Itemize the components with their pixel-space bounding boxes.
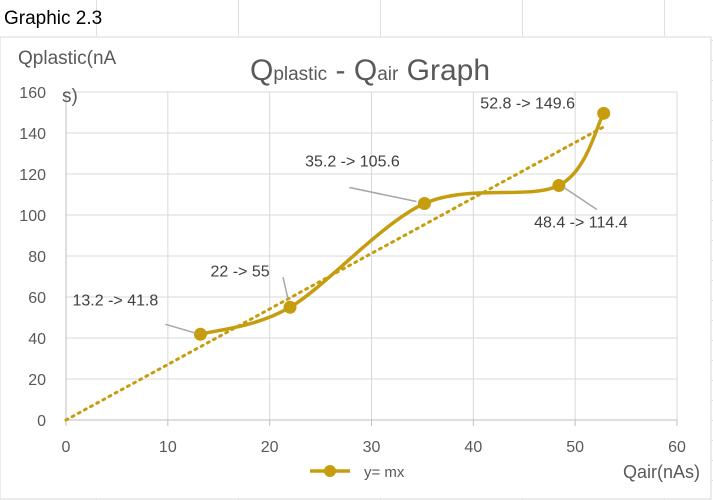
trendline-layer <box>64 125 606 422</box>
y-tick-label: 60 <box>28 290 46 307</box>
data-label: 35.2 -> 105.6 <box>305 154 400 171</box>
legend-marker-swatch <box>324 465 336 477</box>
annotation-layer: 13.2 -> 41.8 22 -> 55 35.2 -> 105.6 48.4 ->… <box>72 95 628 335</box>
y-tick-label: 120 <box>19 167 46 184</box>
x-tick-label: 30 <box>363 439 381 456</box>
legend-label: y= mx <box>364 464 405 481</box>
y-axis-label-line-2: s) <box>62 86 78 107</box>
y-tick-label: 20 <box>28 372 46 389</box>
chart-axes: 0 20 40 60 80 100 120 140 160 0 10 20 30 40 50 60 <box>19 85 686 456</box>
chart-area <box>0 36 712 500</box>
annotation-leader <box>349 186 417 203</box>
y-axis-label-line-1: Qplastic(nA <box>18 48 117 69</box>
trendline <box>64 125 606 422</box>
legend[interactable]: y= mx <box>310 464 405 481</box>
data-point[interactable] <box>417 197 431 211</box>
data-label: 22 -> 55 <box>210 263 269 280</box>
data-point[interactable] <box>283 300 297 314</box>
data-label: 13.2 -> 41.8 <box>72 292 158 309</box>
y-tick-label: 40 <box>28 331 46 348</box>
series-layer <box>193 106 611 341</box>
data-point[interactable] <box>193 327 207 341</box>
y-tick-label: 0 <box>37 413 46 430</box>
data-point[interactable] <box>552 178 566 192</box>
y-tick-label: 140 <box>19 126 46 143</box>
x-tick-label: 20 <box>261 439 279 456</box>
data-point[interactable] <box>597 106 611 120</box>
annotation-leader <box>165 323 197 335</box>
y-tick-label: 160 <box>19 85 46 102</box>
chart-title: Qplastic - Qair Graph <box>250 54 490 87</box>
x-axis-label: Qair(nAs) <box>623 462 700 482</box>
sheet-caption: Graphic 2.3 <box>4 8 103 29</box>
annotation-leader <box>563 186 598 211</box>
chart-gridlines <box>66 91 678 420</box>
data-label: 48.4 -> 114.4 <box>534 214 628 231</box>
x-tick-label: 60 <box>668 439 686 456</box>
x-tick-label: 50 <box>566 439 584 456</box>
x-tick-label: 0 <box>62 439 71 456</box>
y-tick-label: 100 <box>19 208 46 225</box>
x-tick-label: 10 <box>159 439 177 456</box>
annotation-leader <box>282 277 289 300</box>
data-label: 52.8 -> 149.6 <box>480 95 575 112</box>
y-tick-label: 80 <box>28 249 46 266</box>
x-tick-label: 40 <box>464 439 482 456</box>
